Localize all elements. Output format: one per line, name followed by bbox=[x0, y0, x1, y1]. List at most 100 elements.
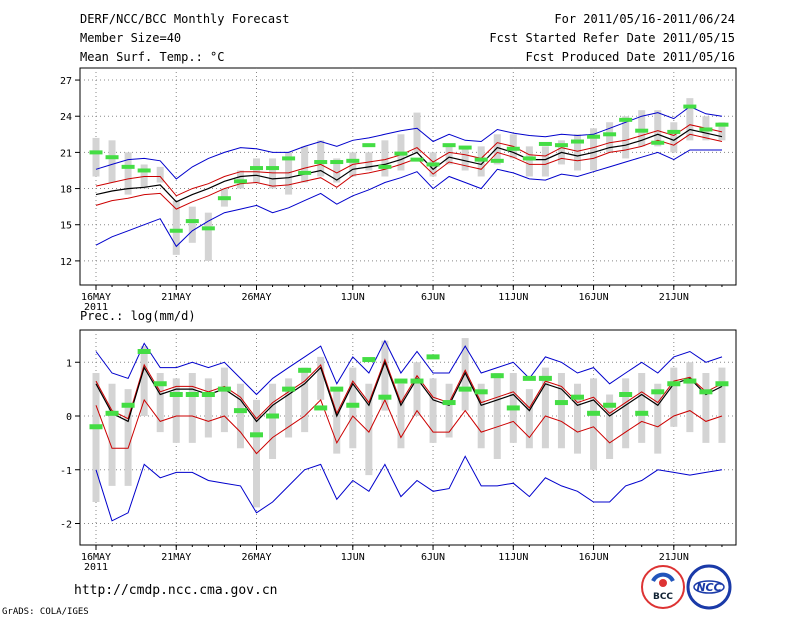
temp-ensemble-box bbox=[718, 122, 726, 141]
prec-observed-marker bbox=[105, 410, 119, 416]
temp-ensemble-box bbox=[413, 112, 421, 153]
temp-observed-marker bbox=[282, 156, 296, 161]
temp-observed-marker bbox=[506, 146, 520, 151]
ncc-logo-text: NCC bbox=[696, 581, 721, 594]
temp-ytick-label: 24 bbox=[60, 112, 72, 123]
temp-observed-marker bbox=[362, 143, 376, 148]
header-start-date: Fcst Started Refer Date 2011/05/15 bbox=[489, 31, 735, 45]
temp-observed-marker bbox=[571, 139, 584, 144]
temp-observed-marker bbox=[346, 158, 360, 163]
temp-observed-marker bbox=[683, 104, 697, 109]
prec-xtick-label: 11JUN bbox=[498, 552, 528, 563]
prec-observed-marker bbox=[554, 400, 568, 406]
temp-ensemble-box bbox=[365, 152, 373, 171]
temp-plot-frame bbox=[79, 67, 737, 286]
prec-ensemble-box bbox=[670, 367, 678, 427]
prec-observed-marker bbox=[201, 392, 215, 397]
ncc-logo-orbit bbox=[693, 580, 725, 594]
prec-ensemble-box bbox=[686, 362, 694, 433]
prec-observed-marker bbox=[442, 400, 456, 406]
temp-xtick-label: 16JUN bbox=[578, 292, 608, 303]
temp-ensemble-box bbox=[269, 158, 277, 189]
prec-ensemble-box bbox=[220, 367, 228, 433]
prec-ensemble-box bbox=[108, 383, 116, 486]
prec-ensemble-box bbox=[525, 389, 533, 449]
prec-observed-marker bbox=[426, 354, 440, 360]
temp-line-ensemble-median bbox=[95, 128, 723, 203]
prec-observed-marker bbox=[458, 386, 472, 392]
temp-ytick-label: 15 bbox=[60, 221, 72, 232]
prec-observed-marker bbox=[410, 378, 424, 384]
prec-ensemble-box bbox=[349, 367, 357, 449]
temp-ensemble-box bbox=[172, 200, 180, 255]
temp-observed-marker bbox=[699, 127, 713, 132]
temp-ensemble-box bbox=[124, 152, 132, 195]
prec-xtick-label: 26MAY bbox=[241, 552, 271, 563]
prec-xtick-label: 6JUN bbox=[421, 552, 445, 563]
prec-observed-marker bbox=[362, 357, 376, 363]
prec-ensemble-box bbox=[638, 373, 646, 443]
prec-ensemble-box bbox=[301, 367, 309, 433]
temp-observed-marker bbox=[603, 132, 617, 137]
temp-ytick-label: 21 bbox=[60, 148, 72, 159]
prec-ensemble-box bbox=[236, 383, 244, 449]
temp-line-ensemble-min bbox=[95, 149, 722, 248]
prec-ytick-label: 1 bbox=[66, 358, 72, 369]
temp-xtick-label: 21MAY bbox=[161, 292, 191, 303]
temp-ensemble-box bbox=[574, 134, 581, 171]
prec-ensemble-box bbox=[269, 383, 277, 459]
prec-ensemble-box bbox=[493, 373, 501, 459]
temp-ensemble-box bbox=[525, 146, 533, 177]
temp-xtick-label: 26MAY bbox=[241, 292, 271, 303]
temp-observed-marker bbox=[89, 150, 103, 155]
prec-ensemble-box bbox=[333, 389, 341, 454]
prec-ytick-label: -2 bbox=[60, 520, 72, 531]
prec-observed-marker bbox=[346, 402, 360, 408]
temp-observed-marker bbox=[538, 141, 552, 146]
temp-ensemble-box bbox=[381, 140, 389, 177]
prec-observed-marker bbox=[137, 349, 151, 354]
temp-ensemble-box bbox=[92, 137, 100, 177]
header-forecast-period: For 2011/05/16-2011/06/24 bbox=[554, 12, 735, 26]
temp-ensemble-box bbox=[622, 116, 630, 159]
prec-year-label: 2011 bbox=[84, 562, 108, 573]
temp-observed-marker bbox=[442, 143, 456, 148]
prec-observed-marker bbox=[667, 381, 681, 387]
prec-xtick-label: 16JUN bbox=[578, 552, 608, 563]
prec-line-lower-quantile bbox=[95, 398, 723, 455]
temp-ensemble-box bbox=[590, 128, 598, 171]
temp-ensemble-box bbox=[654, 110, 662, 147]
temp-observed-marker bbox=[217, 196, 231, 201]
temp-observed-marker bbox=[554, 143, 568, 148]
prec-observed-marker bbox=[490, 373, 504, 379]
prec-observed-marker bbox=[506, 405, 520, 411]
temp-ensemble-box bbox=[461, 146, 469, 171]
prec-ytick-label: 0 bbox=[66, 412, 72, 423]
prec-observed-marker bbox=[330, 386, 344, 392]
prec-line-ensemble-median bbox=[95, 360, 723, 423]
prec-observed-marker bbox=[298, 367, 312, 373]
ncc-logo-ring bbox=[686, 564, 732, 610]
temp-ytick-label: 27 bbox=[60, 76, 72, 87]
temperature-panel: 12 15 18 21 24 27 16MAY 21MAY 26MAY 1JUN 6JUN 11JUN… bbox=[60, 67, 737, 313]
prec-ensemble-box bbox=[92, 373, 100, 502]
temp-ytick-label: 18 bbox=[60, 185, 72, 196]
prec-ensemble-box bbox=[654, 383, 662, 454]
temp-observed-marker bbox=[619, 117, 633, 122]
temp-line-ensemble-max bbox=[95, 106, 723, 180]
prec-observed-marker bbox=[635, 410, 649, 416]
temp-observed-marker bbox=[298, 170, 312, 175]
temp-observed-marker bbox=[201, 226, 215, 231]
prec-ensemble-box bbox=[477, 383, 485, 449]
temp-ensemble-box bbox=[156, 166, 164, 183]
prec-ensemble-box bbox=[606, 394, 614, 459]
prec-observed-marker bbox=[619, 392, 633, 397]
footer-url[interactable]: http://cmdp.ncc.cma.gov.cn bbox=[74, 583, 278, 598]
prec-line-ensemble-max bbox=[95, 339, 723, 396]
panel2-title: Prec.: log(mm/d) bbox=[80, 309, 196, 323]
prec-line-ensemble-min bbox=[95, 455, 723, 522]
temp-xtick-label: 1JUN bbox=[341, 292, 365, 303]
prec-observed-marker bbox=[683, 378, 697, 384]
prec-ensemble-box bbox=[285, 378, 293, 438]
